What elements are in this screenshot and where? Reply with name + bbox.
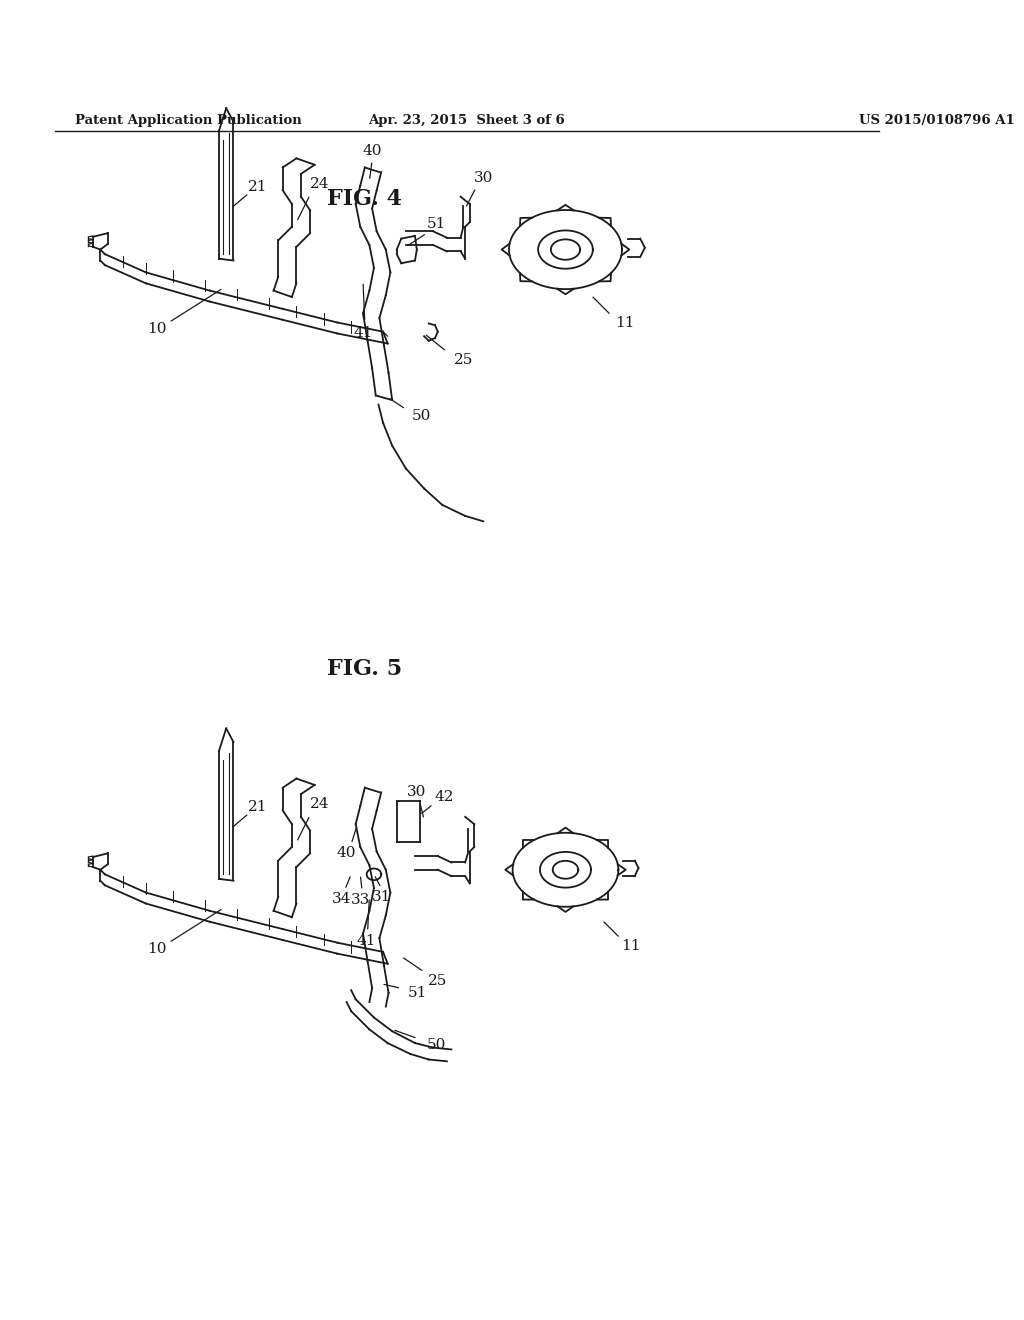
Text: 21: 21 [249, 180, 268, 194]
Text: 24: 24 [309, 177, 329, 191]
Text: 25: 25 [454, 352, 473, 367]
Text: 11: 11 [622, 940, 641, 953]
Text: US 2015/0108796 A1: US 2015/0108796 A1 [859, 114, 1015, 127]
Text: 10: 10 [147, 322, 167, 335]
Text: FIG. 4: FIG. 4 [328, 189, 402, 210]
Text: 31: 31 [372, 890, 391, 904]
Text: 21: 21 [249, 800, 268, 814]
Text: 40: 40 [362, 144, 382, 158]
Text: 51: 51 [408, 986, 427, 1001]
Text: 40: 40 [337, 846, 356, 861]
Text: FIG. 5: FIG. 5 [328, 659, 402, 680]
Text: 50: 50 [426, 1038, 445, 1052]
Text: 41: 41 [353, 326, 373, 341]
Text: 50: 50 [412, 409, 431, 424]
Text: 30: 30 [408, 785, 427, 799]
Text: 24: 24 [309, 797, 329, 810]
Text: 10: 10 [147, 942, 167, 956]
Text: Patent Application Publication: Patent Application Publication [75, 114, 301, 127]
Text: 34: 34 [333, 892, 351, 906]
Text: Apr. 23, 2015  Sheet 3 of 6: Apr. 23, 2015 Sheet 3 of 6 [369, 114, 565, 127]
Text: 33: 33 [350, 892, 370, 907]
Text: 42: 42 [434, 789, 454, 804]
Text: 25: 25 [428, 974, 447, 989]
Text: 41: 41 [357, 935, 377, 948]
Text: 51: 51 [426, 216, 445, 231]
Text: 11: 11 [615, 315, 635, 330]
Text: 30: 30 [474, 172, 494, 185]
